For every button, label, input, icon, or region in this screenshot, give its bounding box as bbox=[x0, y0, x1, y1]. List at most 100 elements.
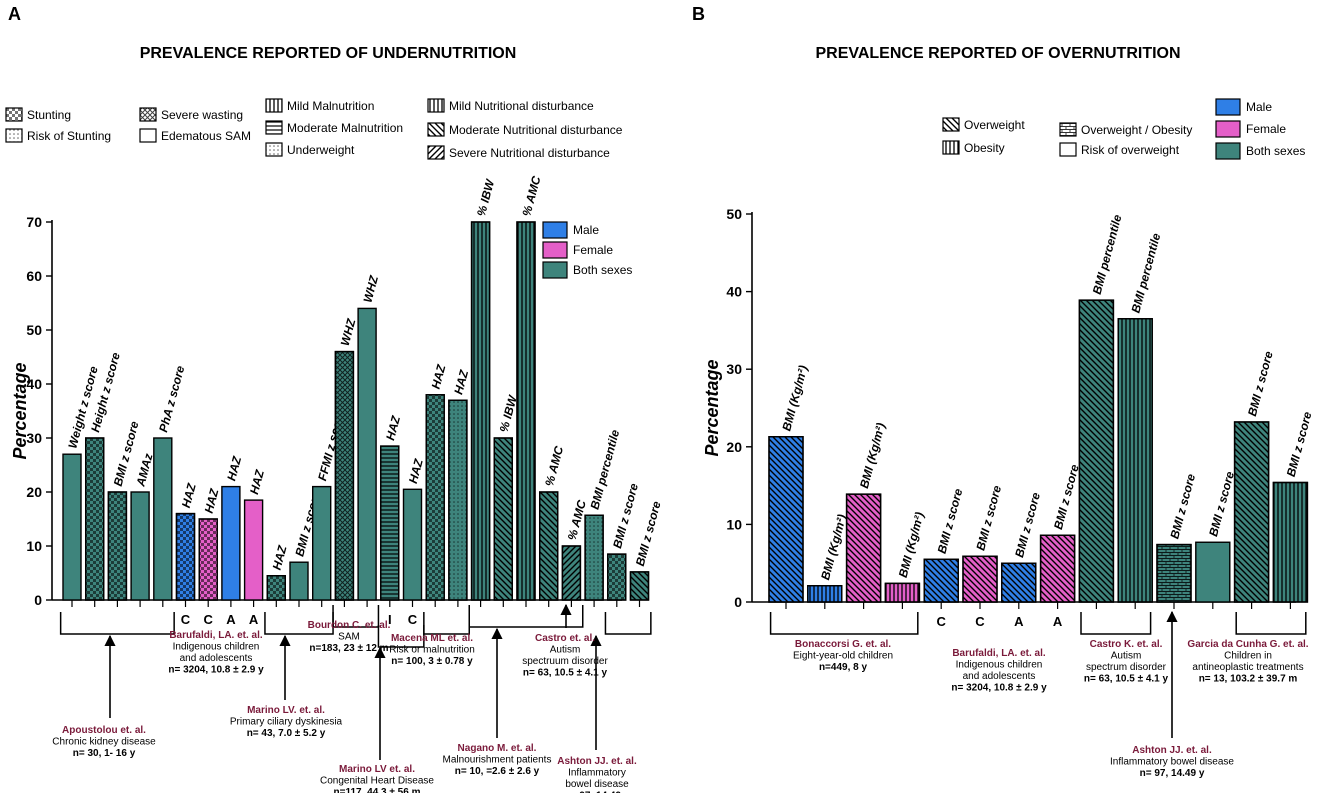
y-tick-label: 20 bbox=[26, 484, 42, 500]
study-bourdon-line: SAM bbox=[338, 632, 360, 643]
bar-code: C bbox=[181, 612, 191, 627]
bar-pattern bbox=[107, 491, 128, 601]
study-marino-chd-line: n=117, 44.3 ± 56 m bbox=[334, 787, 421, 793]
bar-label: % IBW bbox=[474, 176, 498, 217]
chart-title: PREVALENCE REPORTED OF OVERNUTRITION bbox=[815, 45, 1180, 62]
study-bracket-castro-b bbox=[1080, 612, 1152, 635]
legend-sex-label: Both sexes bbox=[1246, 144, 1305, 158]
bar-code: C bbox=[937, 614, 947, 629]
bar-pattern bbox=[1156, 543, 1192, 603]
legend-swatch-dots-pattern bbox=[266, 143, 282, 156]
bar-label: BMI z score bbox=[1245, 349, 1276, 417]
bar-label: HAZ bbox=[179, 481, 199, 509]
study-garcia-line: Children in bbox=[1224, 651, 1272, 662]
legend-sex-swatch-female bbox=[542, 241, 568, 259]
bar-pattern bbox=[807, 585, 843, 603]
legend-label: Moderate Malnutrition bbox=[287, 121, 403, 135]
bar-label: BMI z score bbox=[1012, 491, 1043, 559]
bar-pattern bbox=[584, 514, 604, 601]
legend-sex-swatch-male bbox=[1215, 98, 1241, 116]
bar-code: A bbox=[226, 612, 236, 627]
legend-swatch-hlines-pattern bbox=[266, 121, 282, 134]
legend-sex-swatch-male bbox=[542, 221, 568, 239]
study-apoustolou-author: Apoustolou et. al. bbox=[62, 725, 146, 736]
y-tick-label: 70 bbox=[26, 214, 42, 230]
legend-sex-label: Male bbox=[573, 223, 599, 237]
study-castro-a-line: spectruum disorder bbox=[522, 656, 608, 667]
y-tick-label: 50 bbox=[26, 322, 42, 338]
bar-pattern bbox=[923, 558, 959, 603]
chart-layer: A PREVALENCE REPORTED OF UNDERNUTRITION St… bbox=[5, 4, 1315, 798]
bar-pattern bbox=[1272, 481, 1309, 603]
legend-sex-swatch-both bbox=[1215, 142, 1241, 160]
bar-code: C bbox=[408, 612, 418, 627]
y-axis-label: Percentage bbox=[10, 362, 30, 459]
legend-sex-swatch-female bbox=[1215, 120, 1241, 138]
bar-label: HAZ bbox=[429, 362, 449, 390]
bar-label: BMI percentile bbox=[587, 428, 622, 511]
bar bbox=[1195, 541, 1231, 603]
y-tick-label: 30 bbox=[26, 430, 42, 446]
study-castro-b-author: Castro K. et. al. bbox=[1090, 639, 1163, 650]
bar-label: % AMC bbox=[519, 174, 543, 217]
bar-pattern bbox=[561, 545, 582, 601]
y-tick-label: 0 bbox=[734, 594, 742, 610]
study-barufaldi-a-line: Indigenous children bbox=[173, 642, 260, 653]
bar-label: HAZ bbox=[451, 368, 471, 396]
bar-label: BMI percentile bbox=[1090, 213, 1125, 296]
legend-label: Risk of overweight bbox=[1081, 143, 1180, 157]
study-ashton-a-line: Inflammatory bbox=[568, 768, 626, 779]
bar-label: HAZ bbox=[270, 543, 290, 571]
study-barufaldi-a-line: n= 3204, 10.8 ± 2.9 y bbox=[168, 665, 264, 676]
legend-label: Mild Nutritional disturbance bbox=[449, 99, 594, 113]
study-marino-chd-author: Marino LV et. al. bbox=[339, 764, 415, 775]
bar-label: HAZ bbox=[406, 457, 426, 485]
bar-label: HAZ bbox=[202, 487, 222, 515]
study-marino-pcd-line: Primary ciliary dyskinesia bbox=[230, 717, 343, 728]
legend-swatch-diagdown-pattern bbox=[428, 123, 444, 136]
legend-label: Moderate Nutritional disturbance bbox=[449, 123, 623, 137]
legend-swatch-diagdown-pattern bbox=[943, 118, 959, 131]
bar bbox=[357, 307, 377, 601]
study-garcia-line: antineoplastic treatments bbox=[1192, 662, 1303, 673]
legend-label: Overweight bbox=[964, 118, 1025, 132]
legend-sex-label: Female bbox=[1246, 122, 1286, 136]
study-bracket-macena bbox=[423, 612, 470, 635]
study-bonaccorsi-line: n=449, 8 y bbox=[819, 662, 868, 673]
bar-label: BMI (Kg/m²) bbox=[896, 510, 927, 579]
study-barufaldi-b-author: Barufaldi, LA. et. al. bbox=[952, 648, 1046, 659]
bar-label: HAZ bbox=[383, 414, 403, 442]
bar-pattern bbox=[266, 575, 286, 601]
bar-pattern bbox=[198, 518, 218, 601]
legend-swatch-dots-pattern bbox=[6, 129, 22, 142]
bar-label: BMI (Kg/m²) bbox=[818, 513, 849, 582]
study-bourdon-author: Bourdon C. et. al. bbox=[308, 620, 391, 631]
bar bbox=[402, 488, 423, 601]
study-ashton-b-line: n= 97, 14.49 y bbox=[1140, 768, 1205, 779]
study-nagano-line: Malnourishment patients bbox=[443, 755, 552, 766]
bar-pattern bbox=[1233, 421, 1270, 603]
bar-label: BMI z score bbox=[1167, 472, 1198, 540]
bar-code: I bbox=[388, 612, 392, 627]
legend-swatch-none bbox=[1059, 142, 1077, 157]
study-castro-b-line: Autism bbox=[1111, 651, 1142, 662]
panel-letter: A bbox=[8, 4, 21, 24]
bar-pattern bbox=[175, 512, 196, 601]
study-barufaldi-b-line: and adolescents bbox=[963, 671, 1036, 682]
bar-label: BMI z score bbox=[1284, 410, 1315, 478]
bar-pattern bbox=[1078, 299, 1115, 603]
study-marino-pcd-line: n= 43, 7.0 ± 5.2 y bbox=[247, 728, 326, 739]
y-axis-label: Percentage bbox=[702, 359, 722, 456]
legend-label: Mild Malnutrition bbox=[287, 99, 374, 113]
study-marino-chd-line: Congenital Heart Disease bbox=[320, 776, 434, 787]
bar-label: AMAz bbox=[133, 452, 155, 489]
legend-swatch-none bbox=[139, 128, 157, 143]
bar-label: BMI z score bbox=[610, 482, 641, 550]
y-tick-label: 40 bbox=[726, 284, 742, 300]
legend-sex-label: Both sexes bbox=[573, 263, 632, 277]
bar-label: % AMC bbox=[542, 444, 566, 487]
legend-label: Underweight bbox=[287, 143, 355, 157]
bar-label: BMI z score bbox=[1051, 463, 1082, 531]
